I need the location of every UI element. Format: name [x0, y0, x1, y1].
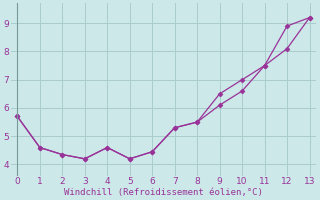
X-axis label: Windchill (Refroidissement éolien,°C): Windchill (Refroidissement éolien,°C) — [64, 188, 263, 197]
